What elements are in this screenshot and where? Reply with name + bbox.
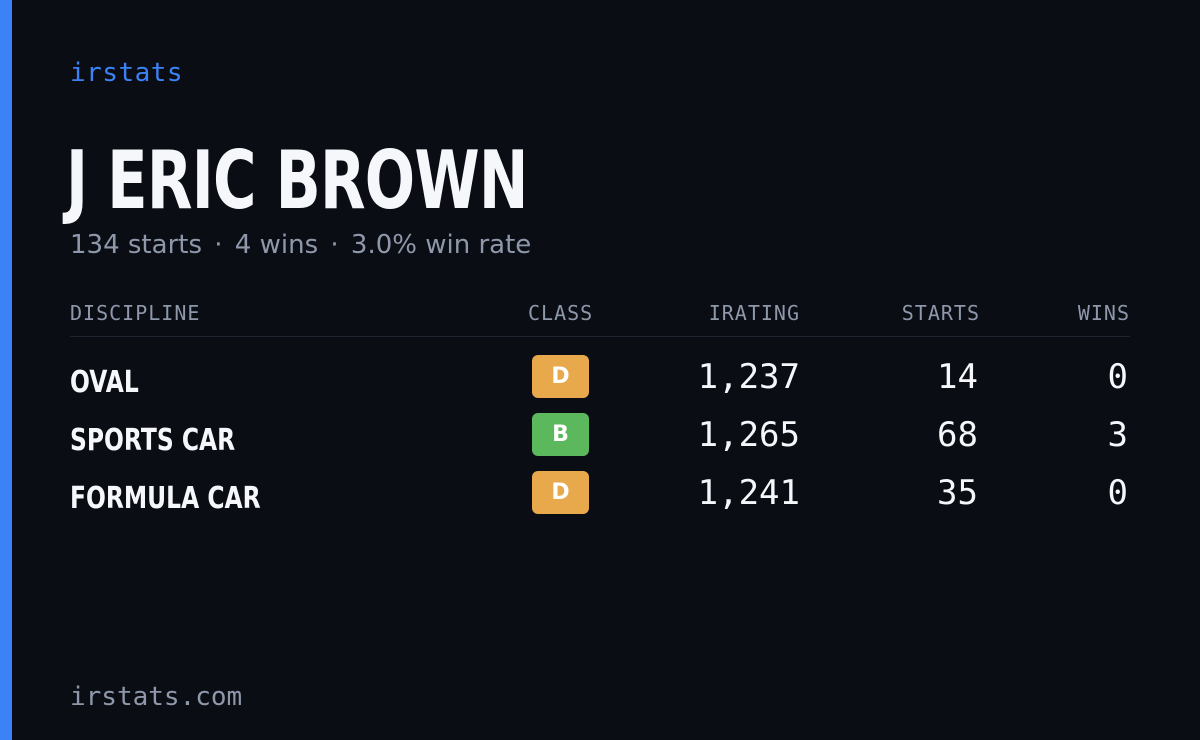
class-badge: B	[532, 413, 589, 456]
row-starts: 68	[937, 415, 978, 455]
table-body: OVAL D 1,237 14 0 SPORTS CAR B 1,265 68 …	[70, 353, 1130, 527]
header-class: CLASS	[528, 301, 594, 325]
class-badge: D	[532, 355, 589, 398]
stats-table: DISCIPLINE CLASS IRATING STARTS WINS OVA…	[70, 296, 1130, 527]
summary-separator: ·	[214, 230, 223, 260]
row-starts: 35	[937, 473, 978, 513]
class-badge: D	[532, 471, 589, 514]
row-discipline: SPORTS CAR	[70, 423, 236, 458]
row-wins: 0	[1107, 473, 1128, 513]
footer-site-url: irstats.com	[70, 682, 243, 712]
brand-logo-text: irstats	[70, 58, 184, 88]
row-wins: 3	[1107, 415, 1128, 455]
row-irating: 1,265	[697, 415, 800, 455]
summary-win-rate: 3.0% win rate	[350, 230, 532, 260]
driver-summary: 134 starts · 4 wins · 3.0% win rate	[70, 228, 531, 262]
row-wins: 0	[1107, 357, 1128, 397]
accent-bar	[0, 0, 12, 740]
table-row: SPORTS CAR B 1,265 68 3	[70, 411, 1130, 469]
header-starts: STARTS	[901, 301, 980, 325]
table-header: DISCIPLINE CLASS IRATING STARTS WINS	[70, 296, 1130, 337]
summary-wins: 4 wins	[234, 230, 319, 260]
row-starts: 14	[937, 357, 978, 397]
header-discipline: DISCIPLINE	[70, 301, 201, 325]
summary-separator: ·	[330, 230, 339, 260]
row-discipline: FORMULA CAR	[70, 481, 261, 516]
table-row: OVAL D 1,237 14 0	[70, 353, 1130, 411]
header-wins: WINS	[1077, 301, 1130, 325]
driver-name: J ERIC BROWN	[66, 134, 528, 227]
summary-starts: 134 starts	[70, 230, 202, 260]
row-irating: 1,241	[697, 473, 800, 513]
header-irating: IRATING	[708, 301, 800, 325]
row-discipline: OVAL	[70, 365, 139, 400]
table-row: FORMULA CAR D 1,241 35 0	[70, 469, 1130, 527]
row-irating: 1,237	[697, 357, 800, 397]
